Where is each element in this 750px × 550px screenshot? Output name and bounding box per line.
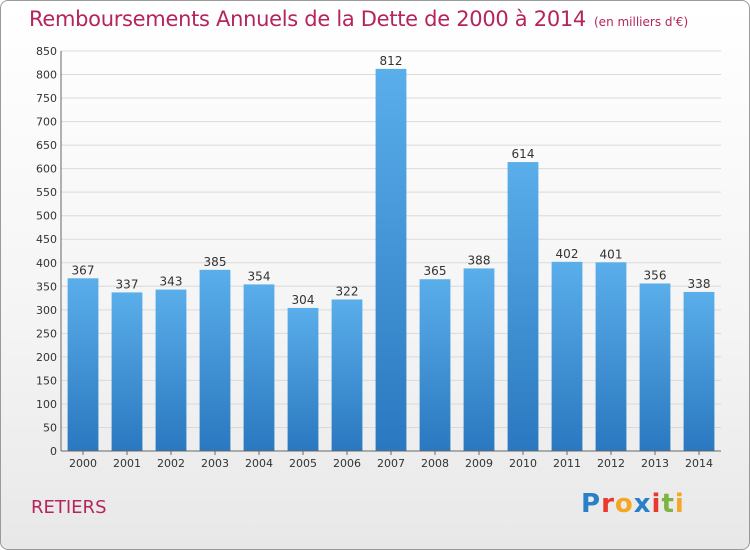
x-tick-label-2012: 2012	[597, 457, 625, 470]
x-tick-label-2004: 2004	[245, 457, 273, 470]
x-tick-label-2013: 2013	[641, 457, 669, 470]
logo-letter: r	[601, 489, 615, 519]
bar-2000	[67, 278, 99, 451]
chart-title-text: Remboursements Annuels de la Dette de 20…	[29, 7, 586, 31]
y-tick-label: 300	[36, 304, 57, 317]
data-label-2001: 337	[116, 277, 139, 291]
chart-title: Remboursements Annuels de la Dette de 20…	[29, 7, 688, 31]
chart-subtitle: (en milliers d'€)	[594, 15, 689, 29]
bar-2014	[683, 291, 715, 451]
bar-2002	[155, 289, 187, 451]
logo-letter: i	[674, 489, 685, 519]
x-tick-label-2005: 2005	[289, 457, 317, 470]
y-tick-label: 50	[43, 421, 57, 434]
town-name: RETIERS	[31, 497, 107, 518]
y-tick-label: 150	[36, 374, 57, 387]
logo-letter: P	[581, 489, 602, 519]
y-tick-label: 800	[36, 69, 57, 82]
data-label-2008: 365	[424, 264, 447, 278]
y-tick-label: 650	[36, 139, 57, 152]
data-label-2006: 322	[336, 284, 359, 298]
data-label-2007: 812	[380, 54, 403, 68]
bar-2010	[507, 162, 539, 451]
bar-2004	[243, 284, 275, 451]
bars	[67, 68, 715, 451]
x-tick-label-2011: 2011	[553, 457, 581, 470]
axes: 0 50 100 150 200 250 300 350 400 450 500 550 600 650 7…	[36, 45, 721, 470]
logo-letter: i	[651, 489, 662, 519]
bar-2013	[639, 283, 671, 451]
y-tick-label: 850	[36, 45, 57, 58]
x-tick-label-2008: 2008	[421, 457, 449, 470]
y-tick-label: 400	[36, 257, 57, 270]
data-label-2004: 354	[248, 269, 271, 283]
x-tick-label-2006: 2006	[333, 457, 361, 470]
y-tick-label: 350	[36, 280, 57, 293]
y-tick-label: 600	[36, 163, 57, 176]
logo-letter: t	[661, 489, 675, 519]
data-label-2000: 367	[72, 263, 95, 277]
bar-2008	[419, 279, 451, 451]
bar-2012	[595, 262, 627, 451]
x-tick-label-2010: 2010	[509, 457, 537, 470]
bar-2011	[551, 261, 583, 451]
data-label-2011: 402	[556, 247, 579, 261]
x-tick-label-2000: 2000	[69, 457, 97, 470]
x-tick-label-2014: 2014	[685, 457, 713, 470]
y-tick-label: 100	[36, 398, 57, 411]
data-label-2010: 614	[512, 147, 535, 161]
data-label-2012: 401	[600, 247, 623, 261]
x-tick-label-2001: 2001	[113, 457, 141, 470]
bar-2005	[287, 307, 319, 451]
data-label-2003: 385	[204, 255, 227, 269]
y-tick-label: 200	[36, 351, 57, 364]
data-label-2014: 338	[688, 277, 711, 291]
bar-2003	[199, 269, 231, 451]
y-tick-label: 250	[36, 327, 57, 340]
x-tick-label-2009: 2009	[465, 457, 493, 470]
data-label-2009: 388	[468, 253, 491, 267]
proxiti-logo: Proxiti	[581, 489, 685, 519]
bar-2001	[111, 292, 143, 451]
data-label-2005: 304	[292, 293, 315, 307]
bar-2007	[375, 68, 407, 451]
logo-letter: x	[633, 489, 652, 519]
y-tick-label: 700	[36, 116, 57, 129]
bar-2006	[331, 299, 363, 451]
y-tick-label: 750	[36, 92, 57, 105]
logo-letter: o	[614, 489, 634, 519]
y-tick-label: 0	[50, 445, 57, 458]
data-label-2002: 343	[160, 275, 183, 289]
bar-2009	[463, 268, 495, 451]
y-tick-label: 550	[36, 186, 57, 199]
y-tick-label: 450	[36, 233, 57, 246]
data-label-2013: 356	[644, 268, 667, 282]
x-tick-label-2007: 2007	[377, 457, 405, 470]
x-tick-label-2002: 2002	[157, 457, 185, 470]
y-tick-label: 500	[36, 210, 57, 223]
x-tick-label-2003: 2003	[201, 457, 229, 470]
